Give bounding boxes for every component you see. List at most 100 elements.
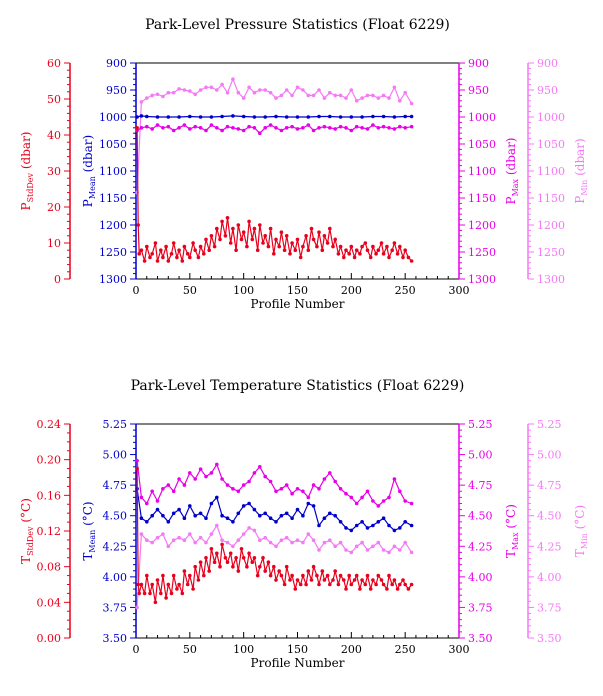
mean-tick-label: 950: [106, 84, 127, 97]
max-axis-label-unit: (°C): [504, 504, 518, 532]
series-max-point: [258, 465, 262, 469]
series-stddev-point: [204, 556, 208, 560]
series-stddev: [135, 126, 414, 264]
series-stddev-point: [193, 248, 197, 252]
series-min-point: [215, 88, 219, 92]
series-max-point: [268, 123, 273, 127]
series-mean-point: [204, 516, 208, 520]
series-max-point: [231, 487, 235, 491]
series-max-point: [209, 471, 214, 475]
series-max-point: [301, 126, 305, 130]
series-max-point: [268, 479, 273, 484]
series-stddev-point: [390, 582, 395, 587]
series-stddev-point: [136, 582, 140, 587]
min-tick-label: 950: [537, 84, 558, 97]
series-max-point: [306, 123, 311, 127]
series-stddev-point: [182, 244, 187, 249]
series-stddev-point: [191, 241, 195, 245]
series-min-point: [392, 544, 397, 549]
series-stddev-point: [333, 569, 338, 573]
series-max-point: [328, 471, 332, 475]
series-mean-point: [263, 511, 268, 516]
max-tick-label: 4.75: [468, 479, 493, 492]
series-min-point: [177, 535, 181, 540]
series-stddev-point: [239, 237, 244, 242]
series-mean-point: [409, 114, 414, 119]
series-mean-point: [220, 114, 224, 119]
mean-tick-label: 1000: [99, 111, 127, 124]
series-stddev-point: [352, 255, 357, 260]
series-max-point: [209, 123, 214, 127]
mean-axis-label-unit: (dbar): [81, 135, 95, 176]
series-stddev-point: [263, 569, 268, 573]
series-stddev-point: [322, 234, 327, 238]
series-max-point: [274, 489, 278, 494]
series-stddev-point: [252, 556, 257, 560]
series-stddev-point: [322, 578, 327, 582]
series-stddev-point: [171, 241, 176, 245]
series-stddev-point: [180, 259, 185, 263]
series-max-point: [204, 128, 208, 133]
series-stddev-point: [328, 582, 332, 587]
series-mean-point: [311, 504, 316, 508]
series-max-point: [317, 487, 321, 491]
series-stddev-point: [279, 573, 284, 578]
series-min-point: [371, 93, 375, 98]
series-stddev-point: [209, 234, 214, 238]
series-min-line: [136, 77, 413, 193]
max-axis-label: TMax (°C): [504, 504, 520, 558]
series-stddev-point: [374, 252, 378, 256]
series-stddev-point: [392, 578, 397, 582]
temperature-chart: Park-Level Temperature Statistics (Float…: [19, 378, 589, 670]
min-tick-label: 4.50: [537, 510, 562, 523]
x-axis-label: Profile Number: [251, 297, 345, 311]
series-stddev-point: [331, 244, 335, 249]
series-stddev-point: [379, 578, 384, 582]
series-stddev-point: [390, 248, 395, 252]
min-tick-label: 1250: [537, 246, 565, 259]
series-mean-point: [252, 507, 257, 512]
series-stddev-point: [363, 241, 368, 245]
series-stddev-point: [409, 582, 414, 587]
series-min-point: [145, 538, 149, 542]
series-mean-point: [344, 526, 348, 530]
series-mean-point: [306, 501, 311, 506]
series-stddev-point: [295, 578, 300, 582]
x-tick-label: 50: [183, 643, 197, 656]
series-max-point: [150, 127, 154, 131]
series-max-point: [284, 483, 289, 487]
series-stddev-point: [196, 255, 201, 260]
stddev-axis-label-main: T: [19, 556, 33, 564]
series-min-point: [290, 93, 294, 98]
series-stddev-point: [164, 596, 168, 600]
series-stddev-point: [368, 587, 373, 591]
series-max-point: [225, 124, 230, 129]
series-stddev-point: [304, 582, 308, 587]
series-stddev-point: [277, 244, 282, 249]
series-stddev-point: [177, 582, 181, 587]
series-max-point: [371, 123, 375, 127]
series-mean-point: [333, 513, 338, 518]
stddev-tick-label: 0.24: [37, 418, 62, 431]
series-mean-point: [279, 513, 284, 518]
series-stddev-point: [236, 223, 241, 227]
series-stddev-point: [234, 248, 238, 252]
series-stddev-point: [311, 237, 316, 242]
series-max-point: [231, 126, 235, 130]
series-mean-point: [387, 523, 391, 528]
mean-tick-label: 3.50: [103, 632, 128, 645]
series-min-point: [198, 535, 203, 540]
series-max-point: [263, 126, 268, 130]
series-mean-point: [177, 507, 181, 512]
series-stddev-point: [191, 587, 195, 591]
series-stddev-point: [169, 591, 174, 596]
series-max-point: [279, 487, 284, 491]
series-stddev-point: [320, 248, 325, 252]
series-mean-point: [145, 114, 149, 119]
series-stddev-point: [331, 578, 335, 582]
series-stddev-point: [215, 226, 219, 231]
series-stddev-point: [207, 248, 211, 252]
series-stddev-point: [166, 259, 171, 263]
series-min-point: [135, 605, 139, 610]
series-stddev-point: [315, 573, 319, 578]
